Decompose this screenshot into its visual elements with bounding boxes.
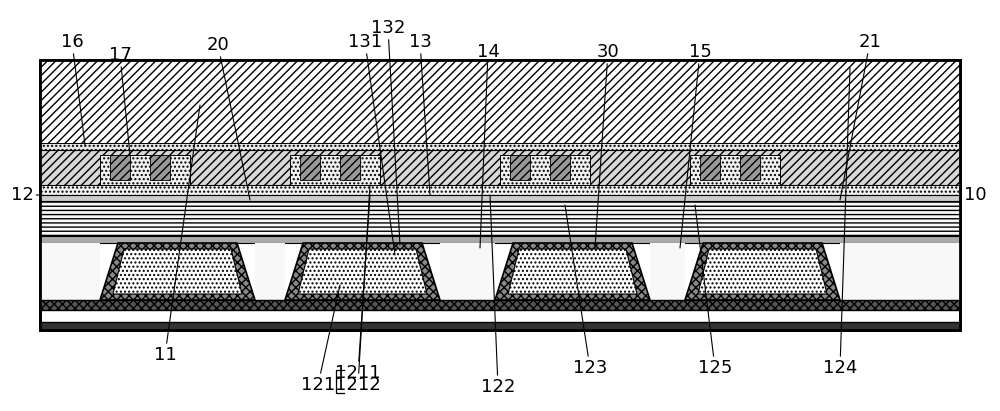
Bar [40, 322, 960, 330]
Text: 16: 16 [61, 33, 85, 145]
Text: 132: 132 [371, 19, 405, 245]
Polygon shape [495, 243, 650, 300]
Text: 124: 124 [823, 68, 857, 377]
Bar [650, 243, 685, 300]
Polygon shape [113, 249, 242, 294]
Bar [510, 155, 530, 180]
Polygon shape [285, 243, 440, 300]
Bar [500, 155, 590, 185]
Text: 122: 122 [481, 195, 515, 396]
Polygon shape [100, 243, 255, 300]
Bar [740, 155, 760, 180]
Text: 121: 121 [301, 285, 340, 394]
Text: 17: 17 [109, 46, 131, 155]
Bar [100, 155, 190, 185]
Text: 20: 20 [207, 36, 250, 200]
Text: 14: 14 [477, 43, 499, 248]
Text: 125: 125 [695, 205, 732, 377]
Text: 1211: 1211 [335, 195, 381, 382]
Bar [40, 185, 960, 195]
Text: 21: 21 [840, 33, 881, 200]
Bar [40, 60, 960, 330]
Bar [290, 155, 380, 185]
Polygon shape [508, 249, 637, 294]
Bar [40, 201, 960, 236]
Bar [690, 155, 780, 185]
Bar [40, 300, 960, 310]
Bar [300, 155, 320, 180]
Bar [40, 195, 960, 201]
Bar [550, 155, 570, 180]
Polygon shape [685, 243, 840, 300]
Bar [40, 150, 960, 185]
Text: 30: 30 [595, 43, 619, 248]
Text: 11: 11 [154, 105, 200, 364]
Text: 1212: 1212 [335, 185, 381, 394]
Bar [40, 243, 100, 300]
Bar [700, 155, 720, 180]
Bar [40, 60, 960, 150]
Bar [110, 155, 130, 180]
Polygon shape [298, 249, 427, 294]
Text: 13: 13 [409, 33, 431, 195]
Bar [150, 155, 170, 180]
Text: 131: 131 [348, 33, 395, 255]
Text: 15: 15 [680, 43, 711, 248]
Bar [255, 243, 285, 300]
Bar [340, 155, 360, 180]
Bar [840, 243, 960, 300]
Bar [40, 143, 960, 150]
Text: 10: 10 [960, 186, 986, 204]
Text: 12: 12 [11, 186, 42, 204]
Polygon shape [698, 249, 827, 294]
Bar [40, 236, 960, 243]
Bar [40, 60, 960, 330]
Text: 123: 123 [565, 205, 607, 377]
Bar [440, 243, 495, 300]
